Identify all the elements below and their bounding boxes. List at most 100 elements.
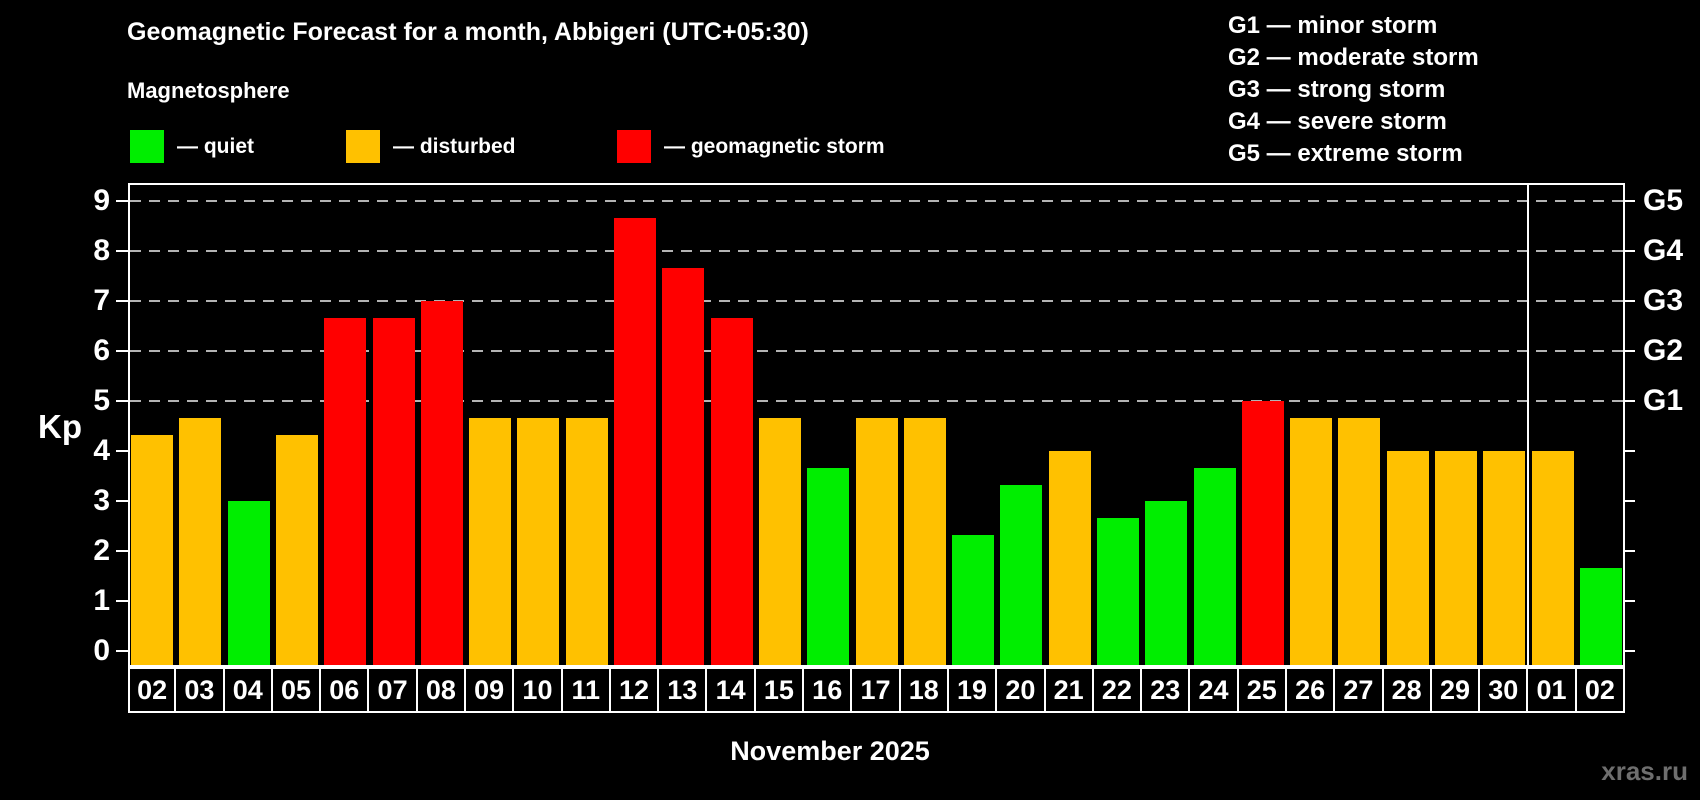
g-scale-legend: G1 — minor storm G2 — moderate storm G3 — …	[1228, 10, 1479, 170]
kp-bar-day-14	[710, 317, 753, 665]
kp-bar-day-21	[1048, 451, 1091, 665]
y-tick	[116, 550, 128, 552]
day-label-08: 08	[415, 667, 467, 713]
g-legend-line: G4 — severe storm	[1228, 108, 1447, 135]
y-tick	[116, 250, 128, 252]
kp-bar-day-28	[1386, 451, 1429, 665]
day-label-07: 07	[367, 667, 418, 713]
g-legend-line: G1 — minor storm	[1228, 12, 1438, 39]
legend-item-disturbed: — disturbed	[346, 130, 516, 163]
legend-label: — disturbed	[393, 134, 516, 158]
legend-item-quiet: — quiet	[130, 130, 254, 163]
kp-bar-day-16	[807, 467, 850, 665]
kp-bar-day-22	[1096, 517, 1139, 665]
y-tick-label-9: 9	[93, 184, 110, 217]
kp-bar-day-20	[1000, 484, 1043, 665]
y-tick	[116, 650, 128, 652]
gridline-kp7	[130, 300, 1623, 302]
day-label-19: 19	[946, 667, 998, 713]
kp-bar-day-29	[1434, 451, 1477, 665]
day-label-12: 12	[608, 667, 660, 713]
day-label-23: 23	[1140, 667, 1191, 713]
g-tick-label-G1: G1	[1643, 384, 1684, 417]
day-label-26: 26	[1284, 667, 1336, 713]
g-legend-line: G2 — moderate storm	[1228, 44, 1479, 71]
y-tick	[116, 600, 128, 602]
day-label-17: 17	[850, 667, 901, 713]
g-tick-label-G4: G4	[1643, 234, 1684, 267]
kp-bar-day-13	[662, 267, 705, 665]
kp-bar-day-18	[903, 417, 946, 665]
plot-area	[128, 183, 1625, 667]
g-tick-label-G3: G3	[1643, 284, 1684, 317]
right-tick	[1623, 250, 1635, 252]
kp-bar-day-10	[517, 417, 560, 665]
y-tick-label-2: 2	[93, 534, 110, 567]
day-label-29: 29	[1429, 667, 1481, 713]
kp-bar-day-23	[1145, 501, 1188, 665]
magnetosphere-subtitle: Magnetosphere	[127, 78, 290, 103]
day-label-16: 16	[802, 667, 853, 713]
y-tick	[116, 500, 128, 502]
kp-bar-day-06	[324, 317, 367, 665]
quiet-swatch-icon	[130, 130, 164, 163]
y-tick	[116, 200, 128, 202]
right-tick	[1623, 500, 1635, 502]
g-tick-label-G5: G5	[1643, 184, 1684, 217]
day-label-05: 05	[270, 667, 322, 713]
kp-bar-day-26	[1290, 417, 1333, 665]
kp-bar-day-15	[758, 417, 801, 665]
gridline-kp9	[130, 200, 1623, 202]
day-label-04: 04	[222, 667, 273, 713]
gridline-kp6	[130, 350, 1623, 352]
g-legend-line: G3 — strong storm	[1228, 76, 1446, 103]
kp-bar-day-11	[565, 417, 608, 665]
gridline-kp8	[130, 250, 1623, 252]
y-tick-label-0: 0	[93, 634, 110, 667]
y-tick-label-7: 7	[93, 284, 110, 317]
y-axis-title: Kp	[38, 408, 82, 445]
kp-bar-day-30	[1483, 451, 1526, 665]
legend-label: — geomagnetic storm	[664, 134, 885, 158]
y-tick-label-8: 8	[93, 234, 110, 267]
x-axis-title: November 2025	[730, 736, 930, 766]
kp-bar-day-07	[372, 317, 415, 665]
y-tick	[116, 400, 128, 402]
y-tick-label-3: 3	[93, 484, 110, 517]
kp-bar-day-02	[131, 434, 174, 665]
day-label-03: 03	[174, 667, 225, 713]
day-label-10: 10	[512, 667, 563, 713]
kp-bar-day-05	[276, 434, 319, 665]
gridline-kp5	[130, 400, 1623, 402]
y-tick-label-1: 1	[93, 584, 110, 617]
y-tick-label-6: 6	[93, 334, 110, 367]
day-label-22: 22	[1091, 667, 1143, 713]
day-label-06: 06	[319, 667, 370, 713]
y-tick	[116, 450, 128, 452]
kp-bar-day-12	[614, 217, 657, 665]
day-label-14: 14	[705, 667, 756, 713]
day-label-28: 28	[1381, 667, 1432, 713]
y-tick	[116, 300, 128, 302]
legend-item-storm: — geomagnetic storm	[617, 130, 885, 163]
y-tick-label-4: 4	[93, 434, 110, 467]
right-tick	[1623, 200, 1635, 202]
right-tick	[1623, 650, 1635, 652]
day-label-30: 30	[1478, 667, 1529, 713]
day-label-13: 13	[657, 667, 708, 713]
watermark: xras.ru	[1601, 756, 1688, 786]
day-label-02: 02	[128, 667, 177, 713]
g-tick-label-G2: G2	[1643, 334, 1684, 367]
day-label-20: 20	[995, 667, 1046, 713]
y-tick-label-5: 5	[93, 384, 110, 417]
day-label-09: 09	[464, 667, 515, 713]
kp-bar-day-03	[179, 417, 222, 665]
day-label-24: 24	[1188, 667, 1239, 713]
day-label-27: 27	[1333, 667, 1384, 713]
kp-bar-day-25	[1241, 401, 1284, 665]
day-label-15: 15	[753, 667, 805, 713]
kp-bar-day-02	[1579, 567, 1622, 665]
kp-bar-day-09	[469, 417, 512, 665]
kp-bar-day-04	[227, 501, 270, 665]
